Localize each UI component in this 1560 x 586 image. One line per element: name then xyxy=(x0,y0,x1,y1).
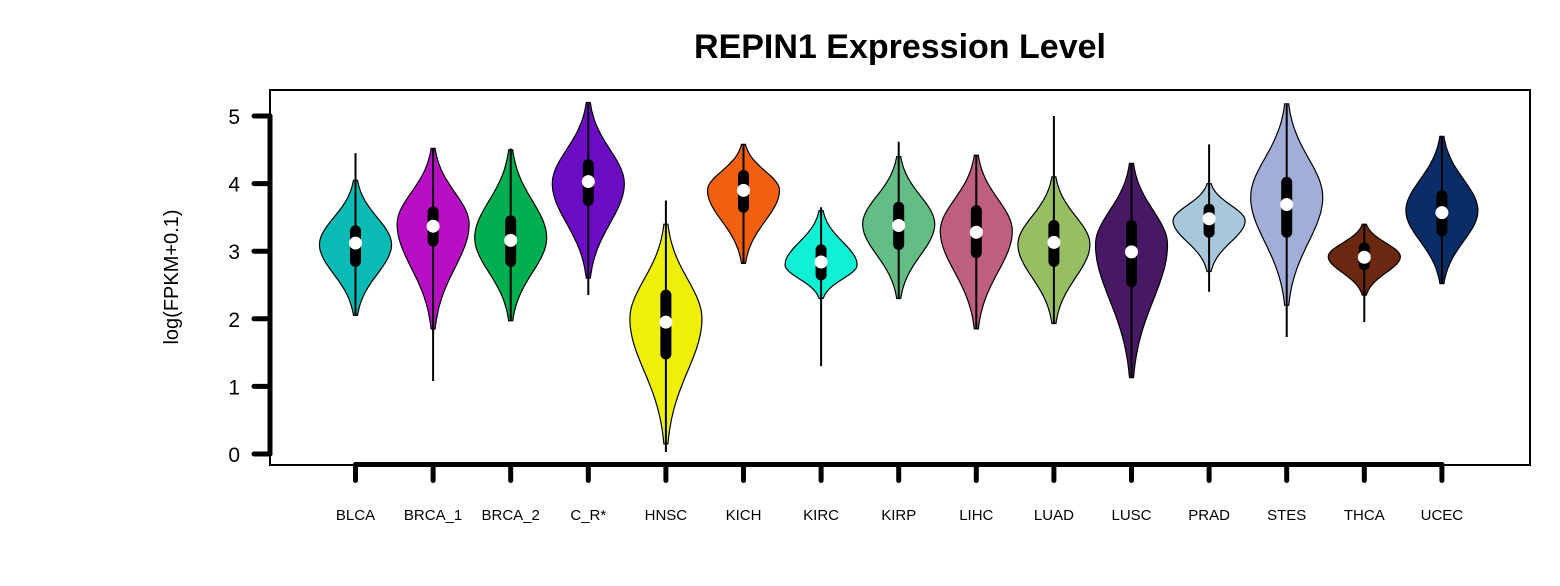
violin-kirp xyxy=(862,141,936,300)
violin-median-point xyxy=(892,219,906,233)
violin-median-point xyxy=(504,233,518,247)
violin-median-point xyxy=(1125,245,1138,259)
x-tick-label: BRCA_2 xyxy=(482,507,540,524)
violin-c-r- xyxy=(551,101,625,296)
x-tick-label: LUSC xyxy=(1111,507,1151,524)
y-axis: 0 1 2 3 4 5 xyxy=(228,106,273,467)
violin-median-point xyxy=(737,183,750,197)
x-tick-label: LUAD xyxy=(1034,507,1074,524)
x-tick-label: LIHC xyxy=(959,507,993,524)
violin-ucec xyxy=(1405,135,1479,285)
violin-median-point xyxy=(1357,250,1371,264)
violin-lihc xyxy=(939,154,1013,330)
violin-median-point xyxy=(814,255,828,269)
violin-hnsc xyxy=(629,200,703,452)
violin-kirc xyxy=(784,207,858,367)
violin-brca-1 xyxy=(396,147,470,381)
violin-median-point xyxy=(1202,212,1216,226)
x-tick-label: STES xyxy=(1267,507,1306,524)
x-tick-label: PRAD xyxy=(1188,507,1230,524)
x-tick-label: UCEC xyxy=(1421,507,1464,524)
x-tick-label: KICH xyxy=(726,507,762,524)
x-tick-label: BLCA xyxy=(336,507,375,524)
violin-median-point xyxy=(1435,206,1449,220)
violin-kich xyxy=(706,143,781,264)
y-tick-label: 2 xyxy=(228,309,240,332)
y-tick-label: 3 xyxy=(228,241,240,264)
violin-brca-2 xyxy=(474,148,548,322)
x-tick-label: HNSC xyxy=(645,507,688,524)
violin-median-point xyxy=(581,175,595,189)
violin-blca xyxy=(318,153,393,316)
violin-lusc xyxy=(1094,162,1169,379)
x-tick-label: KIRC xyxy=(803,507,839,524)
violins xyxy=(318,101,1479,452)
violin-luad xyxy=(1017,116,1091,325)
x-tick-label: KIRP xyxy=(881,507,916,524)
x-axis: BLCA BRCA_1 BRCA_2 C_R* HNSC KICH KIRC KIRP LIHC… xyxy=(336,462,1464,524)
chart-title: REPIN1 Expression Level xyxy=(694,28,1106,66)
violin-thca xyxy=(1327,223,1401,323)
violin-stes xyxy=(1250,103,1324,338)
violin-median-point xyxy=(426,219,440,233)
violin-median-point xyxy=(349,236,362,250)
y-tick-label: 0 xyxy=(228,444,240,467)
y-tick-label: 4 xyxy=(228,174,240,197)
violin-median-point xyxy=(1047,235,1061,249)
violin-median-point xyxy=(1280,198,1294,212)
violin-prad xyxy=(1172,144,1246,292)
violin-median-point xyxy=(969,225,983,239)
x-tick-label: THCA xyxy=(1344,507,1385,524)
violin-median-point xyxy=(659,315,673,329)
y-axis-label: log(FPKM+0.1) xyxy=(161,209,183,344)
x-tick-label: BRCA_1 xyxy=(404,507,462,524)
y-tick-label: 1 xyxy=(228,376,240,399)
y-tick-label: 5 xyxy=(228,106,240,129)
x-tick-label: C_R* xyxy=(570,507,606,524)
